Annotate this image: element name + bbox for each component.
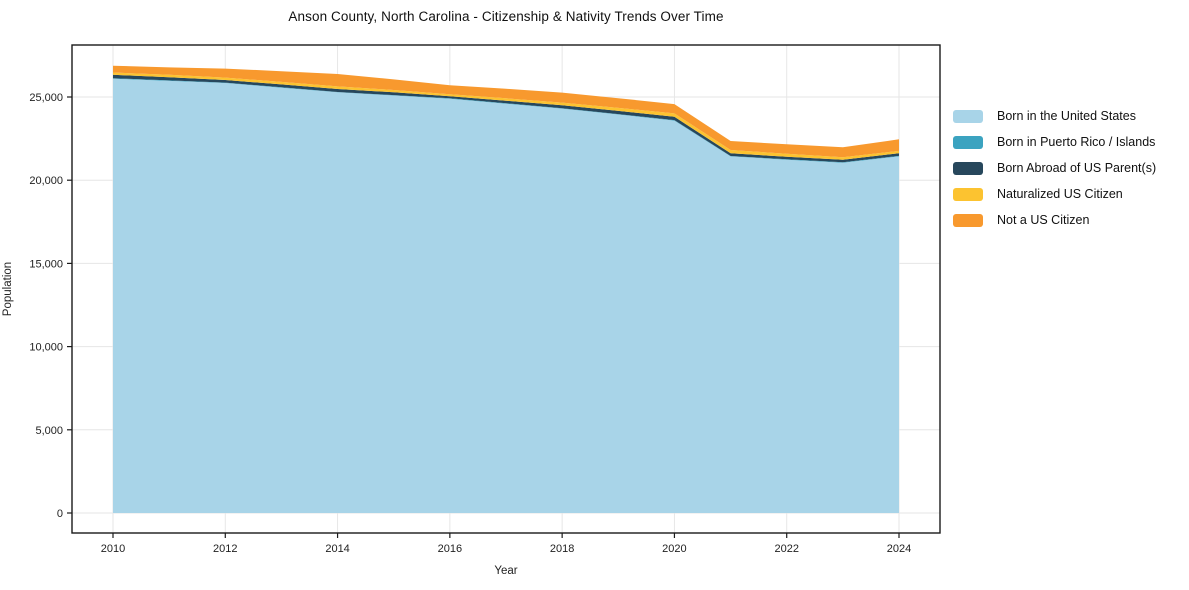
y-tick-label: 20,000: [29, 175, 63, 187]
x-tick-label: 2024: [887, 543, 911, 555]
x-tick-label: 2018: [550, 543, 574, 555]
x-tick-label: 2020: [662, 543, 686, 555]
x-axis-title: Year: [494, 565, 518, 577]
y-tick-label: 5,000: [35, 425, 63, 437]
y-tick-label: 0: [57, 508, 63, 520]
x-tick-label: 2010: [101, 543, 125, 555]
legend-item: Born Abroad of US Parent(s): [953, 155, 1156, 181]
legend-item: Not a US Citizen: [953, 207, 1156, 233]
area-series: [113, 78, 899, 513]
legend-item: Born in the United States: [953, 103, 1156, 129]
legend-label: Not a US Citizen: [997, 213, 1090, 227]
legend: Born in the United States Born in Puerto …: [953, 103, 1156, 233]
y-tick-label: 15,000: [29, 258, 63, 270]
plot-border: [71, 44, 941, 534]
legend-swatch: [953, 135, 983, 149]
legend-item: Born in Puerto Rico / Islands: [953, 129, 1156, 155]
x-tick-label: 2022: [774, 543, 798, 555]
legend-swatch: [953, 161, 983, 175]
legend-item: Naturalized US Citizen: [953, 181, 1156, 207]
chart-title: Anson County, North Carolina - Citizensh…: [288, 9, 724, 24]
area-series: [113, 65, 899, 158]
y-tick-label: 10,000: [29, 342, 63, 354]
legend-label: Born in Puerto Rico / Islands: [997, 135, 1156, 149]
x-tick-label: 2014: [325, 543, 349, 555]
legend-swatch: [953, 213, 983, 227]
legend-swatch: [953, 187, 983, 201]
x-tick-label: 2016: [438, 543, 462, 555]
legend-label: Born Abroad of US Parent(s): [997, 161, 1157, 175]
x-tick-label: 2012: [213, 543, 237, 555]
legend-label: Naturalized US Citizen: [997, 187, 1123, 201]
legend-label: Born in the United States: [997, 109, 1136, 123]
y-tick-label: 25,000: [29, 92, 63, 104]
legend-swatch: [953, 109, 983, 123]
